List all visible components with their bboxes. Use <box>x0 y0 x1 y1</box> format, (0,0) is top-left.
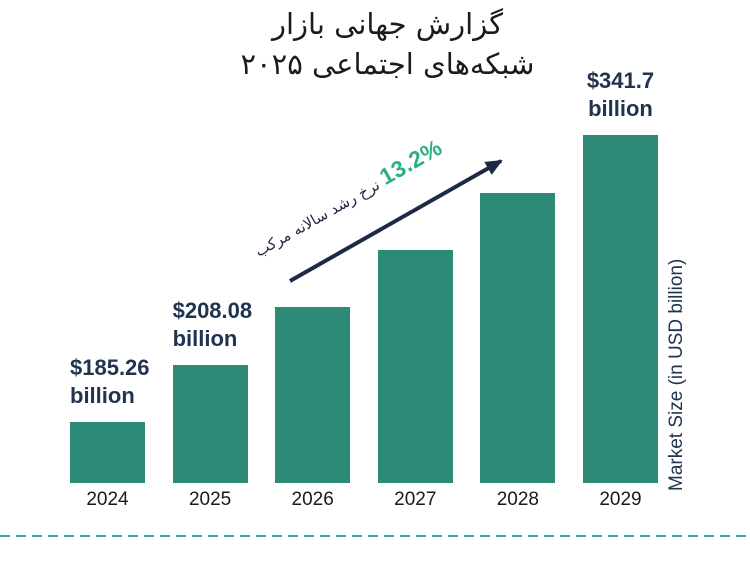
y-axis-label: Market Size (in USD billion) <box>666 258 687 492</box>
bar-2026 <box>275 307 351 483</box>
chart-title: گزارش جهانی بازار شبکه‌های اجتماعی ۲۰۲۵ <box>25 4 750 84</box>
value-label-unit: billion <box>588 96 653 121</box>
value-label-2025: $208.08 billion <box>173 297 253 353</box>
value-label-unit: billion <box>172 326 238 351</box>
value-label-amount: $341.7 <box>586 68 655 93</box>
x-tick-2027: 2027 <box>394 489 437 510</box>
bar-column-2028: 2028 <box>480 80 556 510</box>
bar-2028 <box>480 193 556 483</box>
chart-title-line1: گزارش جهانی بازار <box>271 7 504 41</box>
value-label-amount: $185.26 <box>70 355 150 380</box>
chart-title-line2: شبکه‌های اجتماعی ۲۰۲۵ <box>240 47 535 81</box>
x-tick-2025: 2025 <box>188 489 232 510</box>
x-tick-2029: 2029 <box>599 489 642 510</box>
bar-column-2026: 2026 <box>275 80 351 510</box>
plot-area: $185.26 billion 2024 $208.08 billion 2025 2026… <box>70 68 658 510</box>
bar-2029 <box>582 135 658 483</box>
x-tick-2028: 2028 <box>496 489 540 510</box>
bar-column-2024: $185.26 billion 2024 <box>70 80 150 510</box>
value-label-2024: $185.26 billion <box>70 354 150 410</box>
x-tick-2024: 2024 <box>86 489 129 510</box>
bar-2024 <box>70 422 145 483</box>
value-label-2029: $341.7 billion <box>587 67 654 123</box>
bar-column-2029: $341.7 billion 2029 <box>582 68 658 510</box>
value-label-unit: billion <box>70 383 135 408</box>
bar-column-2027: 2027 <box>377 80 453 510</box>
bar-2027 <box>377 250 453 483</box>
x-tick-2026: 2026 <box>291 489 334 510</box>
bar-column-2025: $208.08 billion 2025 <box>172 80 252 510</box>
bar-2025 <box>172 365 248 483</box>
value-label-amount: $208.08 <box>172 298 253 323</box>
